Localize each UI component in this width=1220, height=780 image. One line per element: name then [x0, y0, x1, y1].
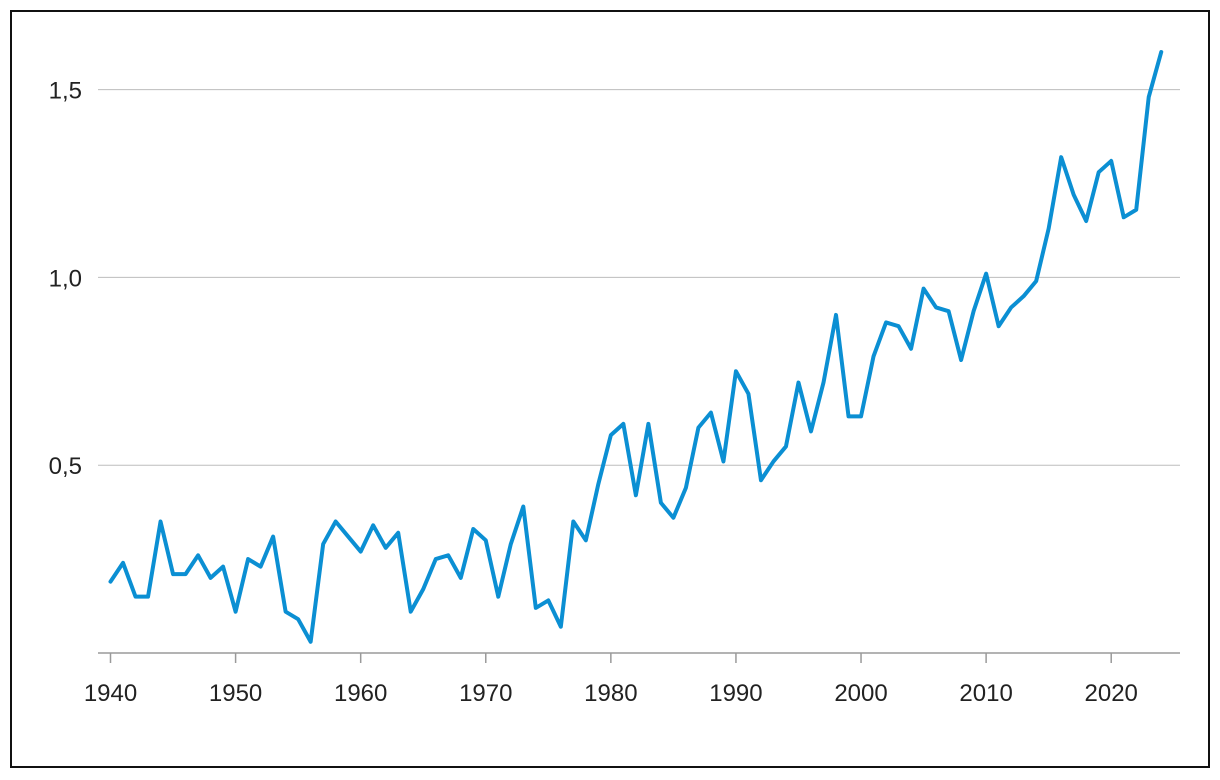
x-axis-labels: 1940 1950 1960 1970 1980 1990 2000 2010 2020: [84, 680, 1138, 707]
y-axis-labels: 0,5 1,0 1,5: [49, 78, 82, 481]
x-tick-label: 2000: [834, 680, 887, 707]
x-tick-label: 1980: [584, 680, 637, 707]
series-line-0: [108, 50, 1164, 644]
x-tick-label: 1960: [334, 680, 387, 707]
series-layer: [108, 50, 1164, 644]
x-axis: [98, 652, 1180, 663]
line-chart: 0,5 1,0 1,5 1940 1950 1960 1970 1980 1990 2000 20…: [49, 50, 1180, 707]
y-tick-label: 1,5: [49, 78, 82, 105]
x-tick-label: 2010: [959, 680, 1012, 707]
chart-frame: 0,5 1,0 1,5 1940 1950 1960 1970 1980 1990 2000 20…: [10, 10, 1210, 768]
gridlines: [98, 89, 1180, 466]
x-tick-label: 1990: [709, 680, 762, 707]
y-tick-label: 0,5: [49, 453, 82, 480]
x-tick-label: 2020: [1085, 680, 1138, 707]
x-tick-label: 1970: [459, 680, 512, 707]
y-tick-label: 1,0: [49, 265, 82, 292]
x-tick-label: 1940: [84, 680, 137, 707]
x-tick-label: 1950: [209, 680, 262, 707]
